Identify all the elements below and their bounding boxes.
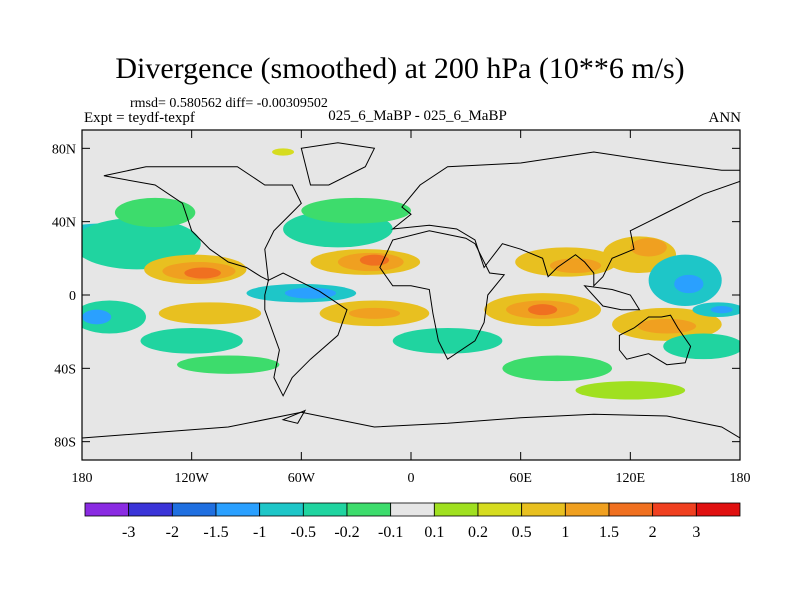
colorbar-label: -3 xyxy=(122,524,135,541)
lat-tick-label: 40S xyxy=(54,362,76,377)
lon-tick-label: 120W xyxy=(175,471,210,486)
field-s-ocean-green-2 xyxy=(177,355,280,374)
colorbar-box xyxy=(433,502,479,517)
lon-tick-label: 180 xyxy=(730,471,751,486)
colorbar-box xyxy=(215,502,261,517)
lon-tick-label: 180 xyxy=(72,471,93,486)
colorbar-box xyxy=(302,502,348,517)
lon-tick-label: 120E xyxy=(616,471,646,486)
colorbar-box xyxy=(259,502,304,517)
field-sh-pacific-blue xyxy=(82,309,112,325)
season-label: ANN xyxy=(708,110,742,126)
coastline-antarctic-peninsula xyxy=(281,409,307,424)
colorbar-box xyxy=(171,502,217,517)
field-w-pacific-warm-core xyxy=(184,267,221,279)
field-sh-mid-atlantic-orange xyxy=(348,307,401,319)
plot-title: Divergence (smoothed) at 200 hPa (10**6 … xyxy=(115,52,685,85)
colorbar: -3 -2 -1.5 -1 -0.5 -0.2 -0.1 0.1 0.2 0.5 1 1.5 2 3 xyxy=(84,502,741,541)
longitude-axis: 180 120W 60W 0 60E 120E 180 xyxy=(72,130,751,486)
colorbar-label: 1.5 xyxy=(599,524,619,541)
field-s-ocean-cyan xyxy=(140,328,243,354)
field-s-ocean-green xyxy=(502,355,613,382)
latitude-axis: 80N 40N 0 40S 80S xyxy=(52,142,740,451)
field-indian-warm-core xyxy=(527,304,558,316)
colorbar-label: 1 xyxy=(561,524,569,541)
colorbar-label: 0.2 xyxy=(468,524,488,541)
field-sh-mid-yellow xyxy=(158,302,262,325)
field-sh-pacific-cyan xyxy=(82,300,146,334)
lat-tick-label: 0 xyxy=(69,289,76,304)
colorbar-label: 2 xyxy=(649,524,657,541)
colorbar-label: -2 xyxy=(166,524,179,541)
coastline-africa xyxy=(379,230,506,360)
coastline-europe-asia xyxy=(391,151,740,288)
colorbar-label: -0.5 xyxy=(291,524,316,541)
field-s-ocean-cyan-2 xyxy=(392,328,503,354)
field-sh-east-pacific-core xyxy=(710,306,733,314)
lat-tick-label: 40N xyxy=(52,216,76,231)
colorbar-box xyxy=(695,502,741,517)
colorbar-label: 3 xyxy=(692,524,700,541)
coastline-antarctica xyxy=(82,411,740,460)
colorbar-box xyxy=(128,502,173,517)
field-equator-east-pacific-core xyxy=(284,287,337,299)
coastlines xyxy=(82,142,740,460)
experiment-label: Expt = teydf-texpf xyxy=(84,110,195,126)
lon-tick-label: 60W xyxy=(288,471,316,486)
field-nw-pacific-core xyxy=(674,274,704,294)
lon-tick-label: 0 xyxy=(408,471,415,486)
colorbar-label: -1 xyxy=(253,524,266,541)
case-label: 025_6_MaBP - 025_6_MaBP xyxy=(328,108,507,124)
lon-tick-label: 60E xyxy=(509,471,532,486)
coastline-indonesia xyxy=(583,285,641,311)
divergence-field xyxy=(82,148,740,400)
coastline-greenland xyxy=(300,142,376,186)
lat-tick-label: 80N xyxy=(52,142,76,157)
colorbar-box xyxy=(346,502,392,517)
field-n-atlantic-green xyxy=(301,197,411,224)
field-n-pacific-e-orange xyxy=(630,238,667,257)
colorbar-box xyxy=(608,502,654,517)
lat-tick-label: 80S xyxy=(54,436,76,451)
colorbar-box xyxy=(477,502,523,517)
colorbar-box xyxy=(564,502,610,517)
colorbar-box xyxy=(84,502,130,517)
colorbar-label: 0.5 xyxy=(512,524,532,541)
field-s-ocean-cyan-3 xyxy=(663,333,740,360)
colorbar-label: 0.1 xyxy=(424,524,444,541)
colorbar-box xyxy=(390,502,435,517)
field-india-warm-orange xyxy=(549,258,602,273)
colorbar-label: -1.5 xyxy=(203,524,228,541)
coastline-south-america xyxy=(264,272,348,397)
stats-label: rmsd= 0.580562 diff= -0.00309502 xyxy=(130,96,328,111)
map-background xyxy=(82,130,740,460)
coastline-australia xyxy=(618,314,692,366)
field-far-south-green xyxy=(575,381,686,400)
field-arctic-green xyxy=(272,148,295,156)
coastline-north-america xyxy=(103,166,302,282)
colorbar-label: -0.2 xyxy=(334,524,359,541)
field-sh-west-pacific-orange xyxy=(637,318,697,334)
colorbar-box xyxy=(521,502,566,517)
colorbar-label: -0.1 xyxy=(378,524,403,541)
field-n-pacific-green xyxy=(114,197,196,228)
colorbar-box xyxy=(652,502,697,517)
